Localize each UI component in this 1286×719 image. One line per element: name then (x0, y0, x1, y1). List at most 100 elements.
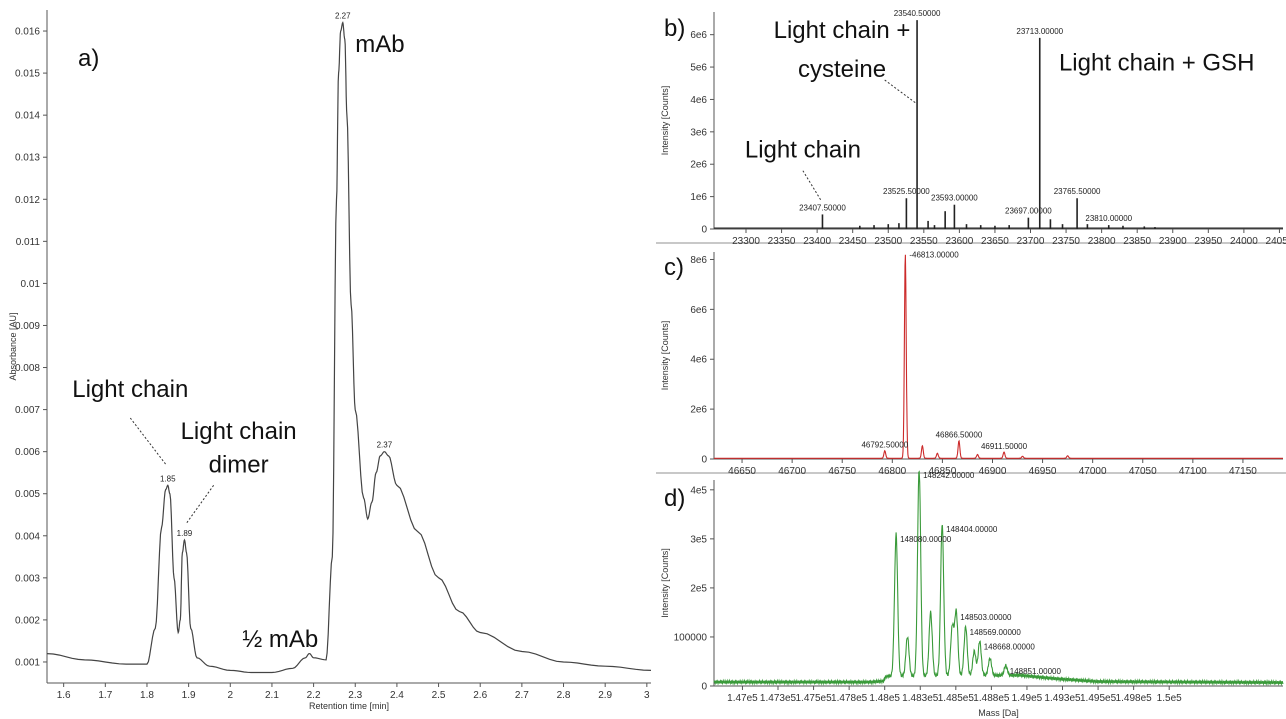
annotation-text: dimer (209, 452, 269, 479)
x-tick-label: 2 (228, 690, 234, 701)
annotation-text: Light chain (181, 418, 297, 445)
y-tick-label: 0.008 (15, 363, 40, 374)
peak-label: 23540.50000 (894, 9, 941, 18)
y-tick-label: 0.004 (15, 531, 40, 542)
x-tick-label: 1.473e5 (760, 693, 797, 704)
x-tick-label: 23750 (1052, 236, 1080, 247)
x-tick-label: 1.49e5 (1012, 693, 1043, 704)
y-tick-label: 8e6 (690, 255, 707, 266)
annotation-text: cysteine (798, 56, 886, 83)
x-tick-label: 2.2 (307, 690, 321, 701)
x-tick-label: 46700 (778, 466, 806, 477)
x-tick-label: 2.8 (557, 690, 571, 701)
peak-label: 148080.00000 (900, 535, 952, 544)
x-tick-label: 2.3 (348, 690, 362, 701)
x-tick-label: 46650 (728, 466, 756, 477)
spectrum-trace (713, 470, 1284, 687)
peak-label: 23407.50000 (799, 203, 846, 212)
y-tick-label: 0.007 (15, 405, 40, 416)
x-tick-label: 1.475e5 (795, 693, 832, 704)
y-tick-label: 0 (701, 225, 707, 236)
x-tick-label: 23650 (981, 236, 1009, 247)
y-tick-label: 0.012 (15, 195, 40, 206)
x-tick-label: 23850 (1123, 236, 1151, 247)
y-tick-label: 2e6 (690, 160, 707, 171)
x-tick-label: 1.485e5 (938, 693, 975, 704)
x-tick-label: 23800 (1088, 236, 1116, 247)
y-tick-label: 0.002 (15, 615, 40, 626)
x-tick-label: 23700 (1017, 236, 1045, 247)
x-tick-label: 47100 (1179, 466, 1207, 477)
peak-label: 2.37 (377, 441, 393, 450)
annotation-leader (129, 417, 167, 465)
y-tick-label: 0.011 (16, 237, 41, 248)
x-tick-label: 1.488e5 (973, 693, 1010, 704)
x-tick-label: 1.495e5 (1080, 693, 1117, 704)
y-tick-label: 3e5 (690, 534, 707, 545)
y-axis-label: Intensity [Counts] (660, 86, 670, 156)
y-tick-label: 4e6 (690, 355, 707, 366)
x-tick-label: 2.7 (515, 690, 529, 701)
x-tick-label: 1.9 (182, 690, 196, 701)
panel-letter: d) (664, 485, 685, 512)
peak-label: 23593.00000 (931, 194, 978, 203)
x-tick-label: 46900 (979, 466, 1007, 477)
x-tick-label: 1.8 (140, 690, 154, 701)
peak-label: 148404.00000 (946, 525, 998, 534)
x-tick-label: 47000 (1079, 466, 1107, 477)
annotation-text: ½ mAb (242, 626, 318, 653)
peak-label: 1.85 (160, 474, 176, 483)
y-tick-label: 100000 (674, 632, 708, 643)
peak-label: 148569.00000 (970, 628, 1022, 637)
peak-label: 23525.50000 (883, 187, 930, 196)
x-tick-label: 46800 (878, 466, 906, 477)
peak-label: 23713.00000 (1016, 27, 1063, 36)
peak-label: 23765.50000 (1054, 187, 1101, 196)
peak-label: 148668.00000 (984, 643, 1036, 652)
chart-panel-1: 1.6 1.7 1.8 1.9 2 2.1 2.2 2.3 2.4 2.5 2.6 2.7 2.8 2.9… (8, 10, 652, 711)
x-tick-label: 3 (644, 690, 650, 701)
annotation-text: Light chain + GSH (1059, 49, 1254, 76)
y-tick-label: 0.003 (15, 573, 40, 584)
y-axis-label: Intensity [Counts] (660, 321, 670, 391)
x-tick-label: 47050 (1129, 466, 1157, 477)
y-tick-label: 0.005 (15, 489, 40, 500)
x-tick-label: 1.478e5 (831, 693, 868, 704)
annotation-leader (186, 485, 215, 524)
y-tick-label: 0.016 (15, 27, 40, 38)
x-axis-label: Mass [Da] (978, 708, 1019, 718)
x-tick-label: 23900 (1159, 236, 1187, 247)
peak-label: 46911.50000 (981, 442, 1028, 451)
peak-label: 148503.00000 (960, 613, 1012, 622)
y-tick-label: 0.001 (15, 657, 40, 668)
y-tick-label: 0.01 (21, 279, 41, 290)
x-axis-label: Retention time [min] (309, 701, 389, 711)
x-tick-label: 1.47e5 (727, 693, 758, 704)
x-tick-label: 1.48e5 (869, 693, 900, 704)
panel-letter: a) (78, 45, 99, 72)
peak-label: 46866.50000 (936, 431, 983, 440)
x-tick-label: 2.1 (265, 690, 279, 701)
chart-panel-3: 46650 46700 46750 46800 46850 46900 46950 47000… (660, 250, 1283, 477)
chart-panel-4: 1.47e5 1.473e5 1.475e5 1.478e5 1.48e5 1.483e5… (660, 470, 1284, 718)
chart-panel-2: 23300 23350 23400 23450 23500 23550 23600 23650… (660, 9, 1286, 247)
x-tick-label: 23550 (910, 236, 938, 247)
x-tick-label: 46750 (828, 466, 856, 477)
peak-label: 148242.00000 (923, 471, 975, 480)
x-tick-label: 1.5e5 (1157, 693, 1182, 704)
x-tick-label: 23400 (803, 236, 831, 247)
x-tick-label: 23950 (1194, 236, 1222, 247)
x-tick-label: 2.4 (390, 690, 404, 701)
y-tick-label: 3e6 (690, 127, 707, 138)
annotation-leader (884, 79, 916, 104)
peak-label: 148851.00000 (1010, 667, 1062, 676)
x-tick-label: 23600 (945, 236, 973, 247)
x-tick-label: 46950 (1029, 466, 1057, 477)
x-tick-label: 23500 (874, 236, 902, 247)
x-tick-label: 2.6 (473, 690, 487, 701)
y-tick-label: 5e6 (690, 63, 707, 74)
x-tick-label: 1.7 (98, 690, 112, 701)
y-tick-label: 2e5 (690, 583, 707, 594)
